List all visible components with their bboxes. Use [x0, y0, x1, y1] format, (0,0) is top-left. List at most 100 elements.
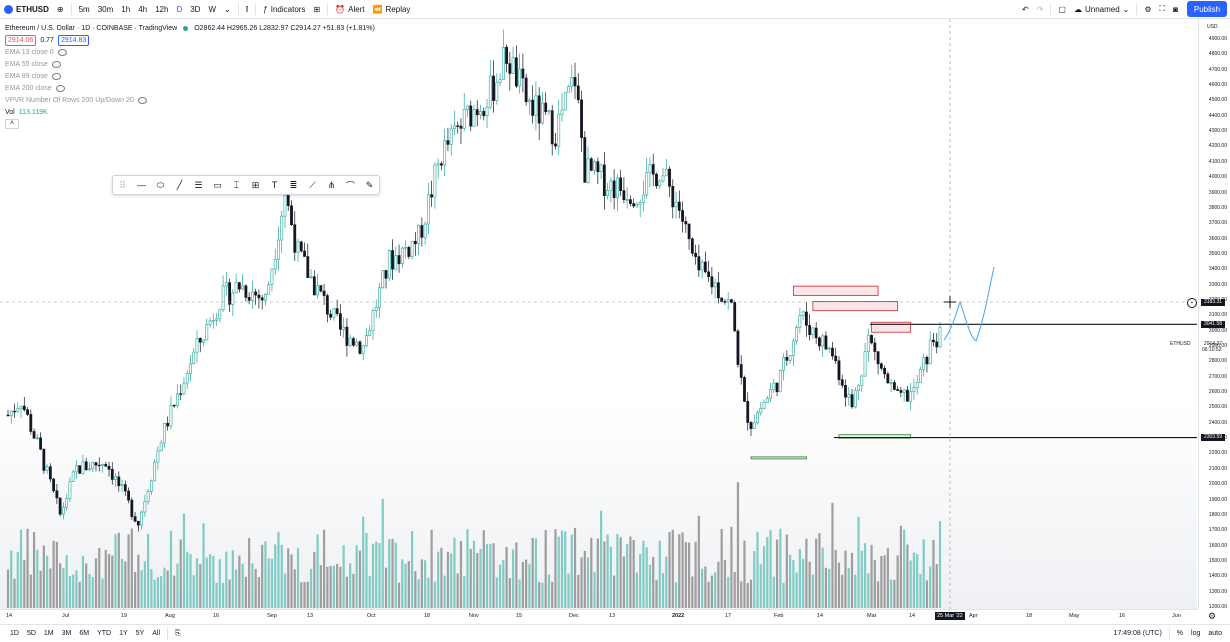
chart-pane[interactable]	[0, 19, 1197, 609]
interval-3d[interactable]: 3D	[190, 4, 201, 14]
indicator-ema200[interactable]: EMA 200 close	[5, 82, 375, 94]
symbol-search[interactable]: ETHUSD	[0, 0, 53, 18]
candle	[35, 433, 39, 441]
publish-button[interactable]: Publish	[1187, 1, 1227, 17]
settings-gear-icon[interactable]: ⚙	[1144, 4, 1152, 14]
candle-body	[61, 506, 65, 515]
candle	[642, 180, 645, 212]
path-icon[interactable]: ⟋	[309, 179, 316, 190]
interval-4h[interactable]: 4h	[138, 4, 148, 14]
goto-date-icon[interactable]: ⎘	[175, 629, 181, 637]
supply-zone-rectangle[interactable]	[812, 301, 899, 312]
candle-body	[524, 77, 528, 103]
bid-price[interactable]: 2914.06	[5, 34, 37, 46]
volume-bar	[290, 554, 293, 608]
undo-icon[interactable]: ↶	[1022, 4, 1029, 14]
alert-button[interactable]: ⏰ Alert	[331, 0, 368, 18]
candle-body	[257, 294, 261, 299]
brush-icon[interactable]: ✎	[365, 179, 374, 190]
candle-body	[847, 394, 851, 398]
interval-w[interactable]: W	[208, 4, 217, 14]
volume-bar	[6, 569, 10, 608]
camera-icon[interactable]: ◙	[1173, 4, 1178, 14]
candle	[179, 384, 183, 401]
eye-hidden-icon[interactable]	[51, 72, 61, 80]
time-tick-label: 15	[516, 613, 523, 619]
candle	[762, 399, 766, 410]
indicator-ema89[interactable]: EMA 89 close	[5, 70, 375, 82]
time-axis[interactable]: 14 Jul 19 Aug 16 Sep 13 Oct 18 Nov 15 Dec 13 2022 17 Fe…	[0, 609, 1198, 624]
range-1y[interactable]: 1Y	[119, 630, 128, 637]
eye-hidden-icon[interactable]	[51, 60, 61, 68]
grid-icon[interactable]: ⊞	[251, 179, 260, 190]
replay-button[interactable]: ⏪ Replay	[369, 0, 415, 18]
percent-toggle[interactable]: %	[1176, 630, 1184, 637]
volume-bar	[261, 544, 264, 608]
layout-square-icon[interactable]: ▢	[1058, 4, 1066, 14]
indicator-ema13[interactable]: EMA 13 close 0	[5, 46, 375, 58]
candle-body	[576, 85, 580, 101]
range-ytd[interactable]: YTD	[97, 630, 112, 637]
ellipse-icon[interactable]: ⬭	[156, 179, 165, 190]
indicator-vpvr[interactable]: VPVR Number Of Rows 200 Up/Down 20	[5, 94, 375, 106]
candle	[599, 163, 603, 180]
pitchfork-icon[interactable]: ⋔	[327, 179, 336, 190]
eye-hidden-icon[interactable]	[57, 48, 67, 56]
interval-1h[interactable]: 1h	[121, 4, 131, 14]
text-cursor-icon[interactable]: ⌶	[233, 179, 240, 190]
range-all[interactable]: All	[152, 630, 161, 637]
interval-12h[interactable]: 12h	[155, 4, 169, 14]
candle-style-icon[interactable]: ⫾	[245, 4, 249, 13]
currency-label[interactable]: USD	[1207, 24, 1218, 30]
auto-toggle[interactable]: auto	[1208, 630, 1222, 637]
price-axis[interactable]: USD 4900.00 4800.00 4700.00 4600.00 4500.00 4…	[1198, 19, 1230, 610]
chart-canvas[interactable]	[0, 19, 1197, 609]
fib-retracement-icon[interactable]: ≣	[289, 179, 298, 190]
candle-body	[782, 357, 785, 371]
interval-5m[interactable]: 5m	[78, 4, 90, 14]
eye-hidden-icon[interactable]	[55, 84, 65, 92]
indicators-button[interactable]: ƒ Indicators	[259, 0, 309, 18]
redo-icon[interactable]: ↷	[1036, 4, 1044, 14]
crosshair-settings-icon[interactable]: +	[1187, 298, 1197, 308]
candle	[440, 161, 443, 170]
curve-icon[interactable]: ⌒	[345, 180, 355, 191]
eye-hidden-icon[interactable]	[137, 96, 147, 104]
range-1d[interactable]: 1D	[10, 630, 19, 637]
trend-line-icon[interactable]: ╱	[176, 179, 183, 190]
collapse-legend-chevron-up-icon[interactable]: ˄	[5, 119, 19, 129]
volume-bar	[124, 561, 127, 608]
chevron-down-icon[interactable]: ⌄	[224, 4, 231, 14]
indicator-volume[interactable]: Vol 113.119K	[5, 106, 375, 118]
demand-zone-rectangle[interactable]	[750, 456, 807, 460]
candle-body	[221, 285, 225, 311]
parallel-channel-icon[interactable]: ☰	[194, 179, 203, 190]
candle-body	[505, 46, 508, 64]
range-5y[interactable]: 5Y	[135, 630, 145, 637]
indicator-ema55[interactable]: EMA 55 close	[5, 58, 375, 70]
supply-zone-rectangle[interactable]	[792, 285, 879, 296]
interval-d[interactable]: D	[176, 4, 183, 14]
time-tick-label: 13	[307, 613, 314, 619]
range-3m[interactable]: 3M	[61, 630, 72, 637]
compare-plus-icon[interactable]: ⊕	[56, 4, 64, 14]
horizontal-line-icon[interactable]: —	[137, 180, 146, 190]
range-6m[interactable]: 6M	[79, 630, 90, 637]
layout-name-button[interactable]: ☁ Unnamed ⌄	[1070, 0, 1133, 18]
templates-grid-icon[interactable]: ⊞	[313, 4, 321, 14]
range-5d[interactable]: 5D	[26, 630, 36, 637]
fullscreen-icon[interactable]: ⛶	[1159, 4, 1166, 13]
text-tool-icon[interactable]: T	[271, 180, 278, 190]
interval-30m[interactable]: 30m	[97, 4, 114, 14]
projection-brush-path[interactable]	[943, 266, 995, 342]
range-1m[interactable]: 1M	[43, 630, 54, 637]
supply-zone-rectangle[interactable]	[871, 321, 912, 333]
clock[interactable]: 17:49:08 (UTC)	[1113, 630, 1162, 637]
axis-settings-gear-icon[interactable]: ⚙	[1208, 611, 1217, 621]
log-toggle[interactable]: log	[1191, 630, 1201, 637]
rectangle-icon[interactable]: ▭	[213, 179, 222, 190]
candle	[26, 407, 29, 417]
candle-body	[655, 173, 658, 187]
ask-price[interactable]: 2914.83	[57, 34, 90, 46]
drag-handle-icon[interactable]: ⠿	[119, 179, 126, 190]
